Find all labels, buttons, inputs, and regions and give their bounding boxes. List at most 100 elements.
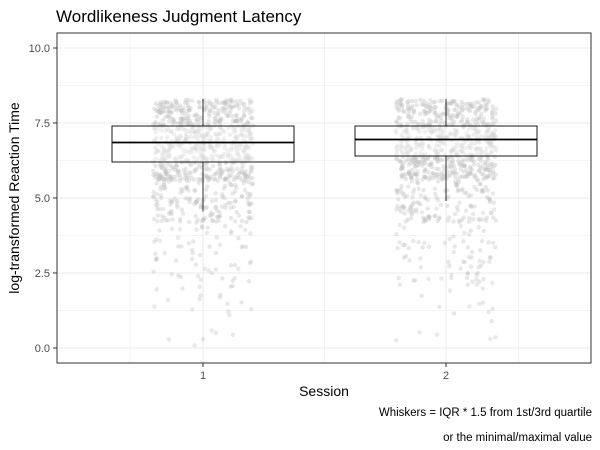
data-point: [405, 142, 410, 147]
data-point: [221, 106, 226, 111]
data-point: [422, 216, 427, 221]
data-point: [153, 174, 158, 179]
data-point: [213, 219, 219, 224]
data-point: [459, 149, 464, 154]
data-point: [415, 169, 420, 174]
data-point: [411, 109, 416, 114]
data-point: [229, 124, 234, 129]
data-point: [159, 218, 165, 224]
data-point: [417, 160, 422, 165]
data-point: [488, 336, 493, 342]
data-point: [217, 213, 223, 219]
data-point: [398, 159, 403, 164]
data-point: [233, 118, 239, 124]
data-point: [231, 204, 236, 210]
data-point: [423, 167, 428, 172]
data-point: [243, 174, 248, 179]
data-point: [398, 209, 403, 214]
data-point: [479, 188, 484, 194]
data-point: [173, 167, 178, 173]
data-point: [490, 306, 495, 311]
data-point: [469, 249, 475, 255]
data-point: [200, 176, 205, 181]
data-point: [409, 115, 415, 120]
data-point: [217, 154, 223, 159]
data-point: [247, 110, 252, 116]
data-point: [421, 188, 426, 193]
data-point: [185, 108, 191, 114]
data-point: [489, 318, 494, 324]
data-point: [185, 103, 191, 108]
data-point: [243, 143, 248, 148]
y-axis-title: log-transformed Reaction Time: [6, 102, 22, 294]
data-point: [229, 165, 234, 170]
data-point: [176, 244, 181, 249]
data-point: [472, 109, 478, 115]
data-point: [167, 198, 172, 203]
data-point: [449, 275, 454, 281]
data-point: [159, 102, 164, 107]
data-point: [455, 111, 460, 117]
data-point: [213, 176, 218, 182]
data-point: [153, 120, 158, 125]
data-point: [152, 239, 157, 244]
data-point: [159, 165, 164, 170]
data-point: [414, 145, 419, 150]
data-point: [203, 132, 209, 137]
data-point: [187, 108, 192, 113]
data-point: [198, 105, 203, 110]
data-point: [406, 170, 412, 175]
data-point: [437, 143, 442, 148]
data-point: [482, 105, 487, 110]
data-point: [411, 190, 416, 195]
data-point: [209, 270, 215, 276]
data-point: [436, 159, 441, 164]
data-point: [489, 150, 494, 156]
data-point: [217, 295, 223, 300]
data-point: [473, 120, 478, 125]
data-point: [189, 256, 195, 262]
data-point: [490, 161, 495, 166]
data-point: [230, 332, 236, 338]
data-point: [203, 206, 208, 211]
data-point: [209, 104, 214, 110]
data-point: [452, 99, 457, 104]
data-point: [427, 109, 432, 114]
data-point: [153, 257, 159, 263]
data-point: [153, 202, 159, 208]
data-point: [238, 224, 243, 229]
data-point: [492, 207, 497, 212]
data-point: [154, 148, 160, 153]
data-point: [478, 104, 483, 109]
data-point: [431, 100, 436, 105]
data-point: [470, 101, 475, 106]
data-point: [213, 267, 219, 272]
data-point: [189, 121, 194, 126]
data-point: [199, 224, 205, 229]
data-point: [455, 208, 460, 213]
data-point: [216, 111, 221, 116]
data-point: [451, 99, 456, 104]
data-point: [416, 142, 422, 148]
data-point: [458, 174, 463, 180]
data-point: [482, 161, 488, 166]
data-point: [246, 202, 252, 208]
data-point: [155, 109, 160, 114]
data-point: [170, 116, 175, 122]
data-point: [394, 130, 399, 135]
data-point: [440, 111, 445, 116]
data-point: [249, 108, 255, 114]
data-point: [163, 128, 168, 133]
data-point: [239, 170, 244, 175]
data-point: [217, 162, 222, 167]
data-point: [208, 135, 214, 140]
data-point: [245, 196, 250, 201]
data-point: [224, 98, 229, 103]
data-point: [186, 196, 191, 202]
data-point: [164, 100, 169, 105]
data-point: [422, 109, 427, 114]
data-point: [471, 217, 476, 222]
data-point: [166, 211, 171, 216]
data-point: [406, 157, 411, 162]
data-point: [448, 101, 453, 106]
